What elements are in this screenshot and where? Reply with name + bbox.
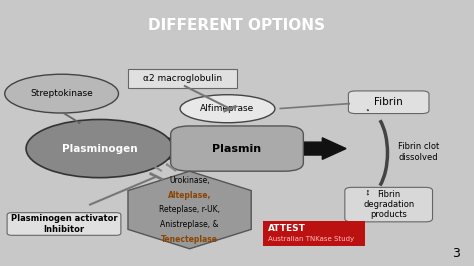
Text: Plasminogen: Plasminogen: [62, 144, 137, 153]
Text: 3: 3: [452, 247, 460, 260]
Text: Fibrin
degradation
products: Fibrin degradation products: [363, 190, 414, 219]
Polygon shape: [128, 171, 251, 249]
Ellipse shape: [26, 119, 173, 178]
Text: Alteplase,: Alteplase,: [168, 191, 211, 200]
Text: Plasmin: Plasmin: [212, 144, 262, 153]
Text: ATTEST: ATTEST: [268, 224, 306, 233]
Text: Australian TNKase Study: Australian TNKase Study: [268, 236, 354, 242]
Polygon shape: [168, 138, 187, 159]
Text: Streptokinase: Streptokinase: [30, 89, 93, 98]
Text: Anistreplase, &: Anistreplase, &: [160, 220, 219, 229]
FancyBboxPatch shape: [128, 69, 237, 88]
Polygon shape: [292, 138, 346, 159]
Text: Plasminogen activator
Inhibitor: Plasminogen activator Inhibitor: [11, 214, 117, 234]
Text: Fibrin: Fibrin: [374, 97, 403, 107]
Ellipse shape: [5, 74, 118, 113]
Text: DIFFERENT OPTIONS: DIFFERENT OPTIONS: [148, 18, 326, 33]
FancyBboxPatch shape: [345, 187, 432, 222]
FancyBboxPatch shape: [348, 91, 429, 114]
FancyBboxPatch shape: [7, 213, 121, 235]
Text: Reteplase, r-UK,: Reteplase, r-UK,: [159, 205, 220, 214]
FancyBboxPatch shape: [263, 221, 365, 246]
Text: Fibrin clot
dissolved: Fibrin clot dissolved: [398, 142, 439, 161]
Text: Tenecteplase: Tenecteplase: [161, 235, 218, 244]
Text: α2 macroglobulin: α2 macroglobulin: [143, 74, 222, 83]
Text: Alfimeprase: Alfimeprase: [201, 104, 255, 113]
FancyBboxPatch shape: [171, 126, 303, 171]
Ellipse shape: [180, 95, 275, 123]
Text: Urokinase,: Urokinase,: [169, 176, 210, 185]
